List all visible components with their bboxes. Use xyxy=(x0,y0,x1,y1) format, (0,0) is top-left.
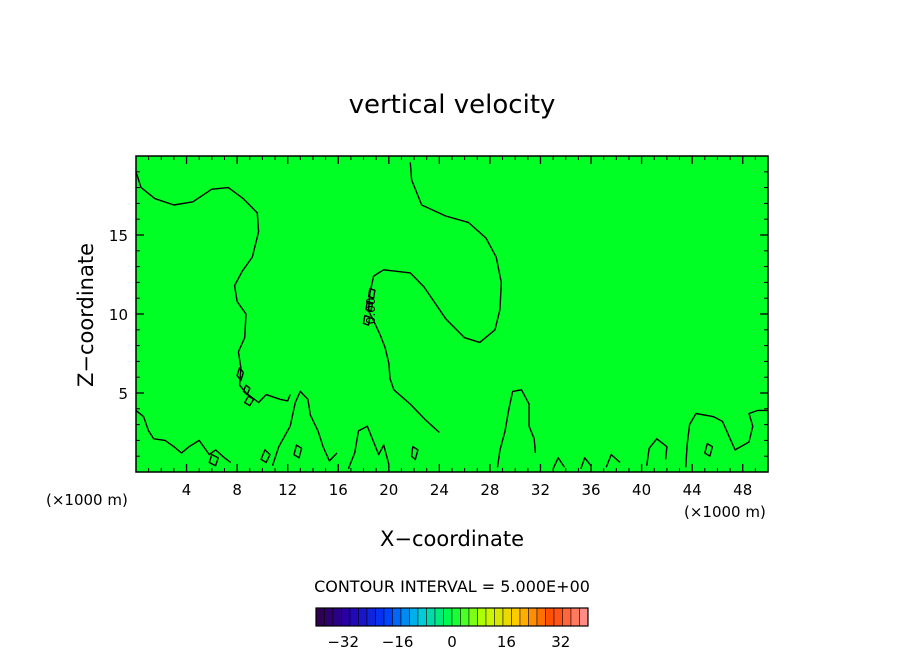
colorbar-swatch xyxy=(553,607,563,627)
colorbar-swatch xyxy=(426,607,436,627)
x-axis-label: X−coordinate xyxy=(380,527,524,551)
colorbar-tick-label-3: 16 xyxy=(497,633,516,651)
colorbar-swatch xyxy=(570,607,580,627)
colorbar-swatch xyxy=(451,607,461,627)
colorbar-swatch xyxy=(383,607,393,627)
colorbar-swatch xyxy=(579,607,589,627)
contour-loop-8 xyxy=(704,442,714,457)
colorbar-swatch xyxy=(562,607,572,627)
contour-line-1 xyxy=(367,162,502,434)
colorbar-swatch xyxy=(434,607,444,627)
x-tick-label-12: 12 xyxy=(278,481,297,499)
colorbar-swatch xyxy=(494,607,504,627)
contour-loop-3 xyxy=(367,288,376,299)
x-tick-label-8: 8 xyxy=(232,481,242,499)
x-tick-label-44: 44 xyxy=(683,481,702,499)
colorbar-swatch xyxy=(443,607,453,627)
colorbar-swatch xyxy=(366,607,376,627)
x-tick-label-48: 48 xyxy=(733,481,752,499)
colorbar-swatch xyxy=(528,607,538,627)
contour-line-3 xyxy=(271,390,338,466)
contour-line-7 xyxy=(685,409,768,468)
contour-line-9 xyxy=(552,457,566,470)
contour-line-6 xyxy=(646,438,668,466)
colorbar-swatch xyxy=(400,607,410,627)
contour-loop-6 xyxy=(260,449,271,464)
y-tick-label-15: 15 xyxy=(109,227,128,245)
colorbar-tick-label-2: 0 xyxy=(447,633,457,651)
colorbar-swatch xyxy=(502,607,512,627)
x-tick-label-28: 28 xyxy=(480,481,499,499)
contour-loop-5 xyxy=(362,314,371,326)
x-tick-label-36: 36 xyxy=(581,481,600,499)
contour-value-label: 0.00 xyxy=(364,297,378,324)
contour-loop-9 xyxy=(410,446,419,461)
contour-loop-7 xyxy=(293,444,303,459)
colorbar-swatch xyxy=(511,607,521,627)
y-unit-label: (×1000 m) xyxy=(46,491,128,509)
contour-loop-2 xyxy=(244,395,255,407)
y-tick-label-5: 5 xyxy=(118,385,128,403)
x-tick-label-40: 40 xyxy=(632,481,651,499)
contour-loop-0 xyxy=(236,367,245,382)
colorbar: −32 −16 0 16 32 xyxy=(315,607,589,651)
x-tick-label-16: 16 xyxy=(329,481,348,499)
colorbar-swatch xyxy=(460,607,470,627)
y-tick-label-10: 10 xyxy=(109,306,128,324)
contour-loop-1 xyxy=(242,384,251,396)
contour-interval-label: CONTOUR INTERVAL = 5.000E+00 xyxy=(314,577,590,596)
colorbar-tick-label-4: 32 xyxy=(551,633,570,651)
y-axis-label: Z−coordinate xyxy=(74,243,98,387)
x-unit-label: (×1000 m) xyxy=(684,503,766,521)
colorbar-swatch xyxy=(417,607,427,627)
x-tick-label-24: 24 xyxy=(430,481,449,499)
colorbar-tick-label-0: −32 xyxy=(327,633,359,651)
chart-title: vertical velocity xyxy=(349,90,556,120)
contour-loop-4 xyxy=(365,300,374,312)
x-tick-label-32: 32 xyxy=(531,481,550,499)
colorbar-swatch xyxy=(392,607,402,627)
colorbar-swatch xyxy=(324,607,334,627)
colorbar-swatch xyxy=(468,607,478,627)
colorbar-swatch xyxy=(536,607,546,627)
colorbar-swatch xyxy=(349,607,359,627)
colorbar-swatch xyxy=(375,607,385,627)
colorbar-swatch xyxy=(545,607,555,627)
colorbar-swatch xyxy=(477,607,487,627)
colorbar-swatch xyxy=(485,607,495,627)
colorbar-swatch xyxy=(341,607,351,627)
colorbar-frame xyxy=(315,607,589,627)
colorbar-swatch xyxy=(332,607,342,627)
x-tick-label-4: 4 xyxy=(182,481,192,499)
contour-line-2 xyxy=(135,409,232,464)
contour-line-0 xyxy=(135,171,291,404)
colorbar-swatch xyxy=(358,607,368,627)
colorbar-swatch xyxy=(315,607,325,627)
colorbar-swatch xyxy=(519,607,529,627)
x-tick-label-20: 20 xyxy=(379,481,398,499)
contour-line-5 xyxy=(496,389,537,468)
contour-line-4 xyxy=(347,425,390,470)
contour-line-10 xyxy=(605,453,621,468)
colorbar-tick-label-1: −16 xyxy=(382,633,414,651)
velocity-field xyxy=(136,156,768,472)
contour-line-8 xyxy=(580,457,592,470)
contour-loop-10 xyxy=(208,453,219,467)
colorbar-swatch xyxy=(409,607,419,627)
